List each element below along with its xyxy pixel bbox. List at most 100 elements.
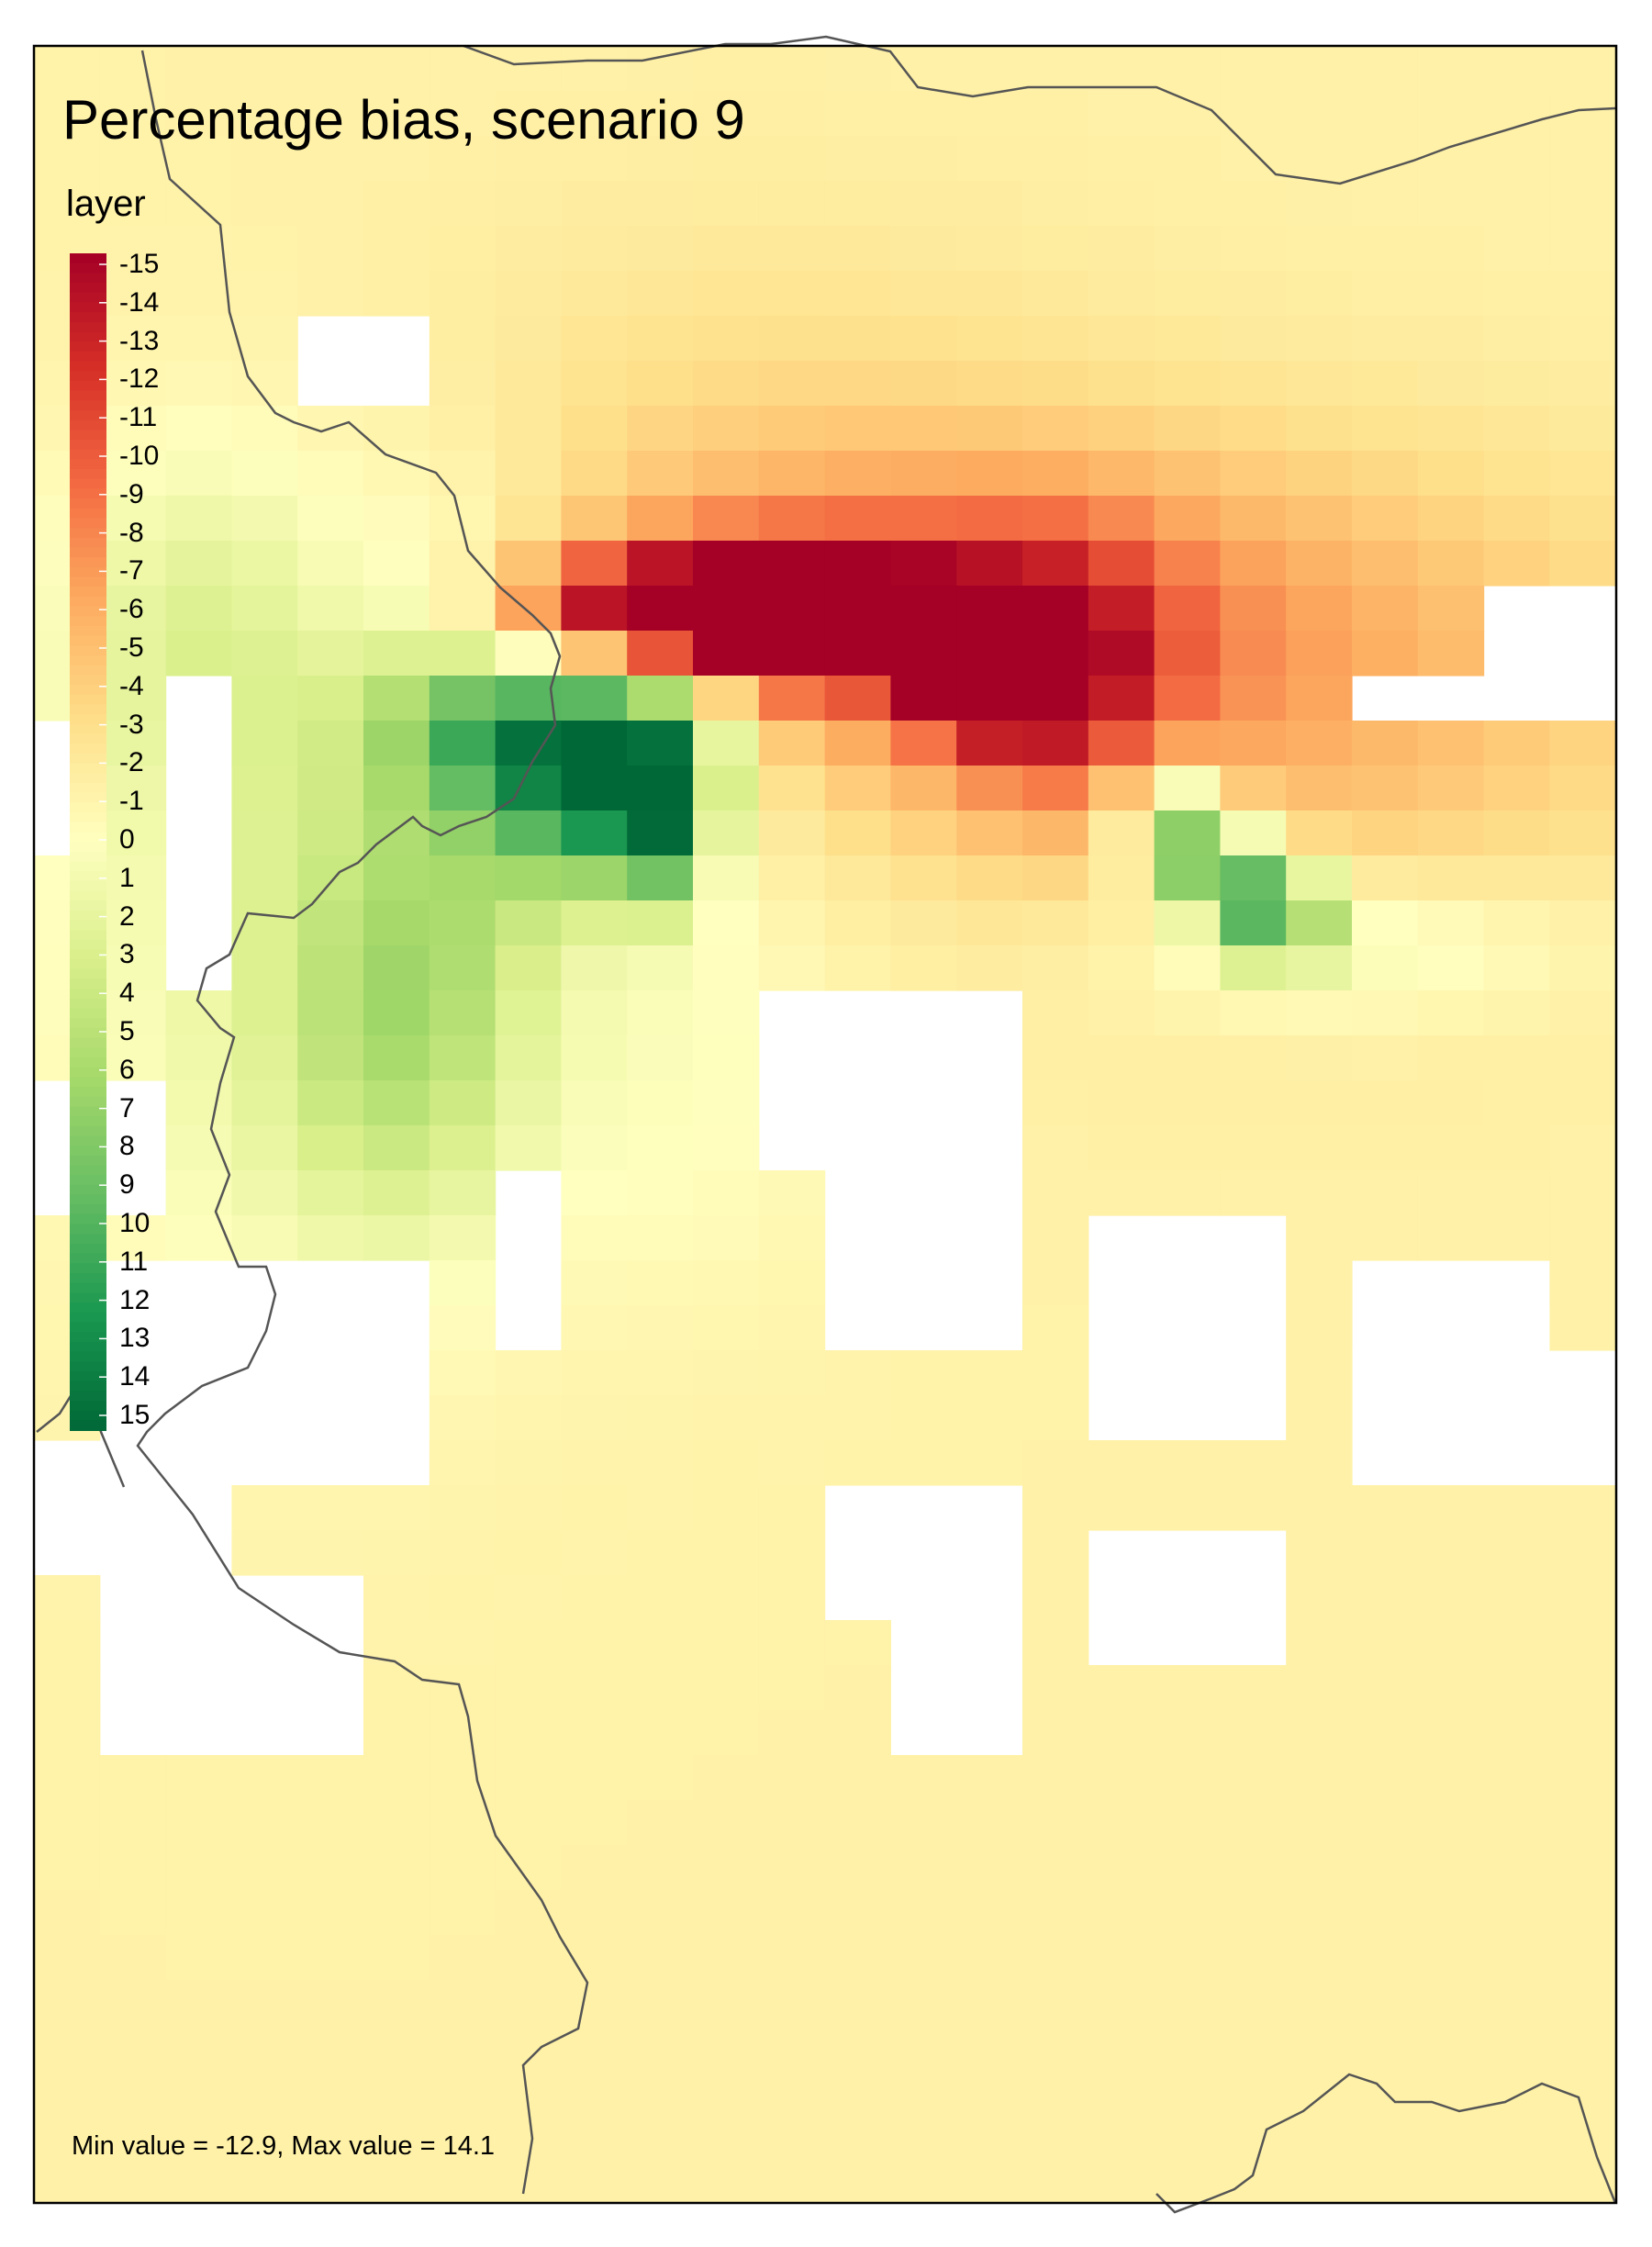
legend-swatch	[70, 1292, 106, 1304]
raster-cell	[561, 1305, 628, 1351]
raster-cell	[758, 541, 826, 587]
raster-cell	[758, 1350, 826, 1396]
legend-swatch	[70, 1213, 106, 1225]
raster-cell	[627, 1260, 694, 1306]
raster-cell	[693, 810, 760, 856]
raster-cell	[693, 2070, 760, 2116]
raster-cell	[1022, 1935, 1089, 1981]
raster-cell	[429, 1980, 497, 2026]
raster-cell	[297, 1485, 364, 1531]
raster-cell	[165, 1800, 232, 1846]
raster-cell	[231, 2070, 298, 2116]
raster-cell	[627, 1305, 694, 1351]
raster-cell	[1154, 945, 1221, 991]
raster-cell	[1022, 990, 1089, 1036]
raster-cell	[1483, 1935, 1550, 1981]
raster-cell	[561, 406, 628, 452]
raster-cell	[495, 855, 562, 901]
raster-cell	[1088, 1935, 1155, 1981]
raster-cell	[890, 1980, 957, 2026]
raster-cell	[165, 1080, 232, 1126]
raster-cell	[1549, 945, 1616, 991]
raster-cell	[627, 676, 694, 721]
raster-cell	[561, 676, 628, 721]
legend-swatch	[70, 321, 106, 333]
raster-cell	[1417, 586, 1485, 632]
raster-cell	[758, 1620, 826, 1666]
raster-cell	[1154, 1935, 1221, 1981]
raster-cell	[1549, 46, 1616, 92]
raster-cell	[165, 496, 232, 542]
raster-cell	[1483, 1530, 1550, 1576]
raster-cell	[1549, 451, 1616, 497]
raster-cell	[824, 541, 891, 587]
raster-cell	[1088, 1080, 1155, 1126]
raster-cell	[99, 766, 167, 811]
raster-cell	[1352, 2160, 1419, 2204]
raster-cell	[297, 721, 364, 766]
raster-cell	[1022, 226, 1089, 272]
raster-cell	[824, 855, 891, 901]
raster-cell	[1352, 1575, 1419, 1621]
raster-cell	[1549, 91, 1616, 137]
raster-cell	[1088, 586, 1155, 632]
raster-cell	[956, 451, 1023, 497]
raster-cell	[99, 181, 167, 227]
raster-cell	[1154, 1710, 1221, 1756]
legend-tick-label: -15	[119, 249, 160, 279]
raster-cell	[363, 1935, 430, 1981]
raster-cell	[627, 541, 694, 587]
raster-cell	[1022, 1215, 1089, 1261]
raster-cell	[1483, 46, 1550, 92]
raster-cell	[1286, 1665, 1353, 1711]
raster-cell	[429, 1350, 497, 1396]
legend-swatch	[70, 1341, 106, 1353]
raster-cell	[297, 541, 364, 587]
raster-cell	[429, 1305, 497, 1351]
raster-cell	[824, 2070, 891, 2116]
raster-cell	[495, 316, 562, 362]
raster-cell	[1483, 2025, 1550, 2071]
raster-cell	[758, 1575, 826, 1621]
raster-cell	[1220, 721, 1287, 766]
raster-cell	[627, 855, 694, 901]
raster-cell	[1352, 631, 1419, 676]
raster-cell	[1549, 1845, 1616, 1891]
raster-cell	[693, 1170, 760, 1216]
raster-cell	[1154, 136, 1221, 182]
raster-cell	[34, 46, 101, 92]
raster-cell	[1220, 1440, 1287, 1486]
raster-cell	[495, 226, 562, 272]
raster-cell	[693, 1395, 760, 1441]
raster-cell	[627, 1665, 694, 1711]
raster-cell	[231, 1800, 298, 1846]
raster-cell	[1022, 1260, 1089, 1306]
legend-swatch	[70, 409, 106, 421]
raster-cell	[429, 1665, 497, 1711]
legend-tick-label: 5	[119, 1016, 135, 1046]
raster-cell	[165, 2160, 232, 2204]
raster-cell	[1088, 1980, 1155, 2026]
legend-tick-label: -6	[119, 594, 144, 625]
raster-cell	[297, 1080, 364, 1126]
raster-cell	[693, 721, 760, 766]
raster-cell	[231, 1530, 298, 1576]
raster-cell	[1154, 1845, 1221, 1891]
raster-cell	[1088, 271, 1155, 317]
raster-cell	[1483, 1800, 1550, 1846]
raster-cell	[956, 2025, 1023, 2071]
raster-cell	[1549, 1305, 1616, 1351]
raster-cell	[231, 1845, 298, 1891]
raster-cell	[1417, 2025, 1485, 2071]
raster-cell	[627, 91, 694, 137]
raster-cell	[561, 1350, 628, 1396]
raster-cell	[758, 496, 826, 542]
raster-cell	[1483, 2115, 1550, 2161]
raster-cell	[1417, 1080, 1485, 1126]
legend-tick-label: -4	[119, 670, 144, 701]
raster-cell	[561, 1800, 628, 1846]
raster-cell	[561, 181, 628, 227]
legend-swatch	[70, 371, 106, 382]
legend-swatch	[70, 930, 106, 941]
raster-cell	[1549, 1035, 1616, 1081]
